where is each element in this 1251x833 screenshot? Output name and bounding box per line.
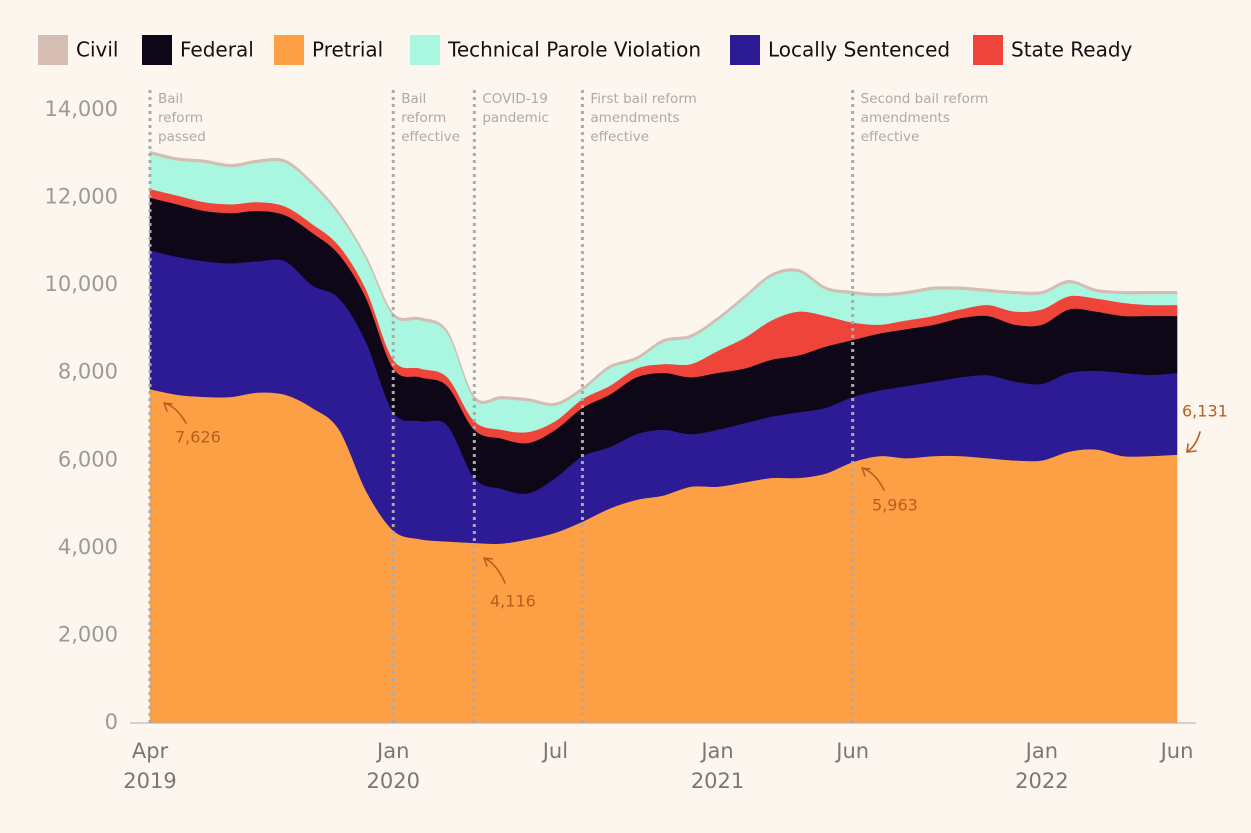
legend-label: Civil <box>76 38 118 62</box>
legend-swatch <box>973 35 1003 65</box>
annotation-text: passed <box>158 129 206 145</box>
y-tick-label: 12,000 <box>45 185 118 209</box>
label-arrow <box>861 467 885 491</box>
legend-swatch <box>274 35 304 65</box>
legend-label: Technical Parole Violation <box>447 38 701 62</box>
y-tick-label: 8,000 <box>58 360 118 384</box>
area <box>149 150 1178 407</box>
y-tick-label: 6,000 <box>58 447 118 471</box>
label-arrow <box>163 402 187 424</box>
y-tick-label: 0 <box>105 710 118 734</box>
label-arrow <box>1186 431 1201 453</box>
x-year-label: 2020 <box>367 769 420 793</box>
legend-label: Pretrial <box>312 38 383 62</box>
x-tick-label: Jun <box>834 739 869 763</box>
annotation-text: Bail <box>158 91 183 107</box>
value-label: 5,963 <box>872 496 918 515</box>
label-arrow <box>483 557 506 584</box>
x-tick-label: Apr <box>132 739 169 763</box>
annotation-text: amendments <box>590 110 679 126</box>
annotation-text: First bail reform <box>590 91 696 107</box>
x-tick-label: Jan <box>699 739 733 763</box>
annotation-text: amendments <box>861 110 950 126</box>
value-label: 6,131 <box>1182 402 1228 421</box>
x-tick-label: Jul <box>541 739 568 763</box>
annotation-text: reform <box>401 110 446 126</box>
y-tick-label: 4,000 <box>58 535 118 559</box>
x-tick-label: Jan <box>375 739 409 763</box>
legend-label: Federal <box>180 38 254 62</box>
y-tick-label: 10,000 <box>45 272 118 296</box>
annotation-text: reform <box>158 110 203 126</box>
x-year-label: 2022 <box>1015 769 1068 793</box>
legend-label: State Ready <box>1011 38 1133 62</box>
x-year-label: 2019 <box>123 769 176 793</box>
annotation-text: COVID-19 <box>482 91 547 107</box>
legend-swatch <box>410 35 440 65</box>
annotation-text: effective <box>590 129 649 145</box>
legend-swatch <box>142 35 172 65</box>
annotation-text: Bail <box>401 91 426 107</box>
annotation-text: effective <box>401 129 460 145</box>
legend-swatch <box>730 35 760 65</box>
annotation-text: effective <box>861 129 920 145</box>
y-tick-label: 2,000 <box>58 622 118 646</box>
legend-label: Locally Sentenced <box>768 38 950 62</box>
value-label: 7,626 <box>175 428 221 447</box>
overlay: 0 2,000 4,000 6,000 8,000 10,000 12,000 14,000 B… <box>38 35 1228 793</box>
legend-swatch <box>38 35 68 65</box>
y-tick-label: 14,000 <box>45 97 118 121</box>
annotation-text: Second bail reform <box>861 91 989 107</box>
value-label: 4,116 <box>490 592 536 611</box>
x-year-label: 2021 <box>691 769 744 793</box>
x-tick-label: Jan <box>1024 739 1058 763</box>
x-tick-label: Jun <box>1159 739 1194 763</box>
annotation-text: pandemic <box>482 110 549 126</box>
